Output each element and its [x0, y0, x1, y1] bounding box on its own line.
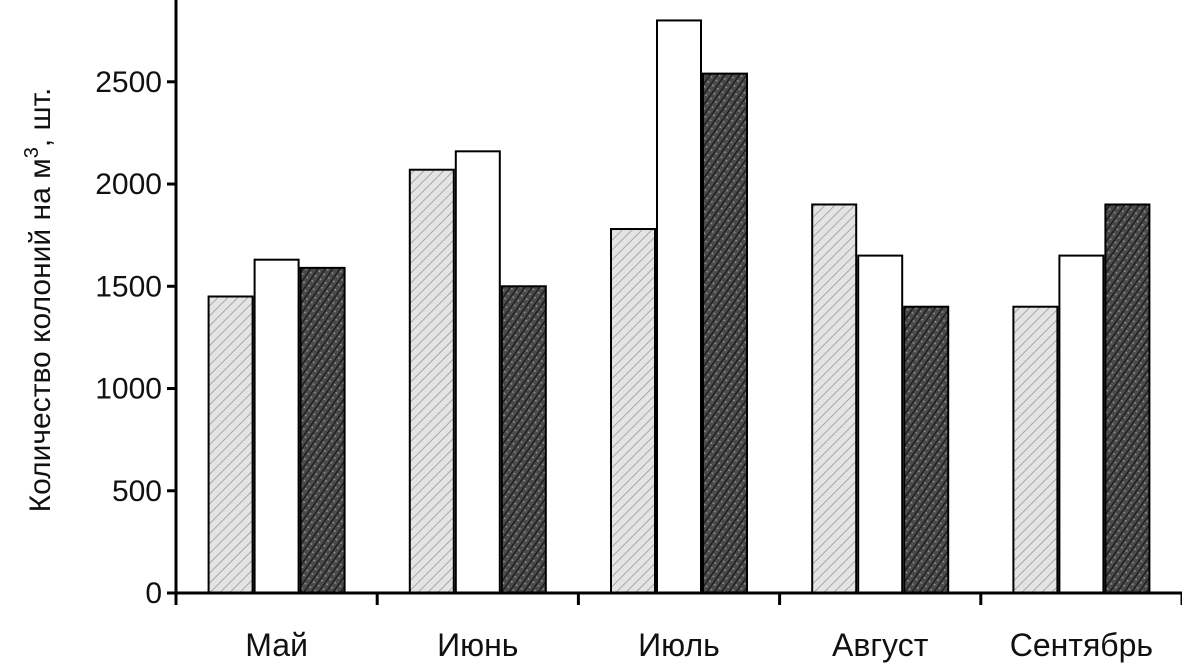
x-category-label: Сентябрь [1010, 627, 1153, 663]
bar-Май-series-1 [207, 295, 254, 594]
bar-Май-series-2 [253, 258, 300, 594]
bar-Август-series-2 [857, 254, 904, 594]
bar-Август-series-1 [811, 203, 858, 594]
x-category-label: Май [245, 627, 308, 663]
bar-Май-series-3 [299, 266, 346, 594]
y-ticks-group: 0 500 1000 1500 2000 2500 [95, 66, 176, 610]
bar-Июнь-series-3 [500, 285, 547, 594]
y-tick-label: 0 [145, 577, 162, 610]
bar-Июль-series-3 [702, 72, 748, 595]
bar-Сентябрь-series-2 [1058, 254, 1105, 594]
y-axis-title: Количество колоний на м3, шт. [21, 88, 57, 513]
y-tick-label: 1000 [95, 373, 162, 406]
bars-group [207, 19, 1151, 595]
y-axis-title-tail: , шт. [24, 88, 57, 148]
bar-Июль-series-2 [656, 19, 702, 594]
bar-Июль-series-1 [610, 228, 656, 594]
y-tick-label: 2500 [95, 66, 162, 99]
bar-Сентябрь-series-3 [1104, 203, 1151, 594]
x-category-label: Август [832, 627, 929, 663]
bar-Июнь-series-1 [408, 168, 455, 594]
y-tick-label: 2000 [95, 168, 162, 201]
y-axis-title-main: Количество колоний на м [24, 158, 57, 512]
y-tick-label: 1500 [95, 270, 162, 303]
y-tick-label: 500 [112, 475, 162, 508]
bar-Июнь-series-2 [454, 150, 501, 595]
x-category-label: Июль [638, 627, 720, 663]
y-axis-title-sup: 3 [21, 147, 43, 158]
x-ticks-group: Май Июнь Июль Август Сентябрь [174, 593, 1182, 663]
bar-Сентябрь-series-1 [1012, 305, 1059, 594]
x-category-label: Июнь [437, 627, 518, 663]
bar-Август-series-3 [903, 305, 950, 594]
